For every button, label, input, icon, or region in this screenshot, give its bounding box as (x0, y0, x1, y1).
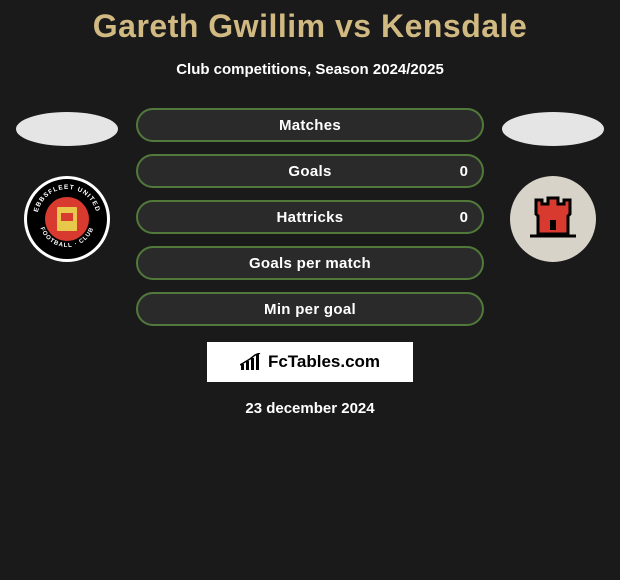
player-ellipse-right (502, 112, 604, 146)
stat-label: Hattricks (277, 209, 344, 226)
comparison-container: Gareth Gwillim vs Kensdale Club competit… (0, 0, 620, 417)
stat-value-right: 0 (460, 209, 468, 226)
stat-bar-goals-per-match: Goals per match (136, 246, 484, 280)
stat-bar-hattricks: Hattricks 0 (136, 200, 484, 234)
player-ellipse-left (16, 112, 118, 146)
ebbsfleet-badge-icon: EBBSFLEET UNITED FOOTBALL · CLUB (27, 179, 107, 259)
stat-label: Goals (288, 163, 331, 180)
stat-value-right: 0 (460, 163, 468, 180)
page-title: Gareth Gwillim vs Kensdale (93, 8, 527, 45)
stat-bar-matches: Matches (136, 108, 484, 142)
side-right (502, 108, 604, 262)
date-text: 23 december 2024 (245, 400, 374, 417)
stat-label: Min per goal (264, 301, 356, 318)
brand-box[interactable]: FcTables.com (207, 342, 413, 382)
club-logo-left: EBBSFLEET UNITED FOOTBALL · CLUB (24, 176, 110, 262)
stat-bars: Matches Goals 0 Hattricks 0 Goals per ma… (136, 108, 484, 326)
castle-tower-icon (510, 176, 596, 262)
bar-chart-icon (240, 353, 262, 371)
stat-bar-goals: Goals 0 (136, 154, 484, 188)
stat-label: Goals per match (249, 255, 371, 272)
side-left: EBBSFLEET UNITED FOOTBALL · CLUB (16, 108, 118, 262)
comparison-area: EBBSFLEET UNITED FOOTBALL · CLUB Matches… (0, 108, 620, 326)
stat-bar-min-per-goal: Min per goal (136, 292, 484, 326)
club-logo-right (510, 176, 596, 262)
subtitle: Club competitions, Season 2024/2025 (176, 61, 444, 78)
stat-label: Matches (279, 117, 341, 134)
brand-text: FcTables.com (268, 352, 380, 372)
